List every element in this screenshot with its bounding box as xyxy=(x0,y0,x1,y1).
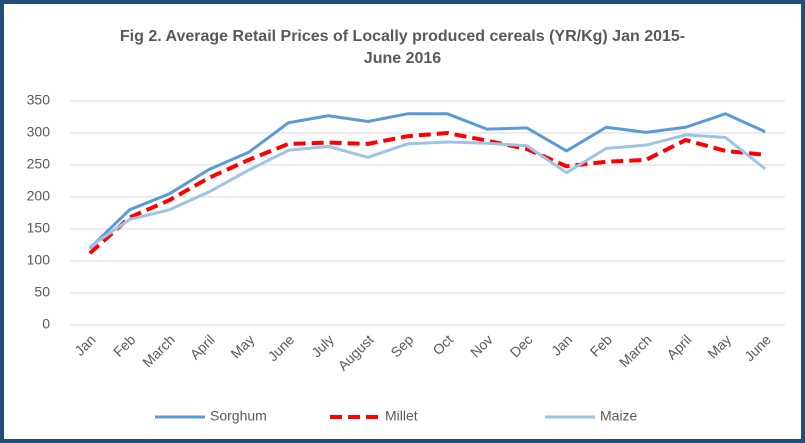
x-tick-label: Jan xyxy=(548,331,575,358)
x-tick-label: March xyxy=(616,331,655,370)
x-tick-label: August xyxy=(335,331,377,373)
x-tick-label: Nov xyxy=(467,331,496,360)
x-tick-label: March xyxy=(139,331,178,370)
x-tick-label: April xyxy=(663,331,694,362)
series-line xyxy=(88,131,766,255)
series-line xyxy=(88,112,766,250)
y-tick-label: 0 xyxy=(42,316,50,332)
x-tick-label: June xyxy=(741,331,774,364)
x-tick-label: April xyxy=(187,331,218,362)
x-tick-label: Feb xyxy=(587,331,616,360)
x-tick-label: June xyxy=(264,331,297,364)
y-tick-label: 150 xyxy=(27,220,51,236)
y-tick-label: 200 xyxy=(27,188,51,204)
y-tick-label: 350 xyxy=(27,92,51,108)
x-tick-label: July xyxy=(308,331,337,360)
legend-label: Sorghum xyxy=(210,408,267,424)
x-tick-label: Sep xyxy=(387,331,416,360)
x-tick-label: Jan xyxy=(71,331,98,358)
chart-title: Fig 2. Average Retail Prices of Locally … xyxy=(119,28,686,67)
x-tick-label: Oct xyxy=(429,331,456,358)
y-tick-label: 50 xyxy=(34,284,50,300)
y-tick-label: 100 xyxy=(27,252,51,268)
x-tick-label: Feb xyxy=(110,331,139,360)
series-line xyxy=(89,133,767,249)
y-tick-label: 300 xyxy=(27,124,51,140)
x-tick-label: May xyxy=(227,331,257,361)
x-tick-label: May xyxy=(704,331,734,361)
legend-label: Millet xyxy=(385,408,418,424)
legend-label: Maize xyxy=(600,408,638,424)
y-tick-label: 250 xyxy=(27,156,51,172)
x-tick-label: Dec xyxy=(507,331,536,360)
